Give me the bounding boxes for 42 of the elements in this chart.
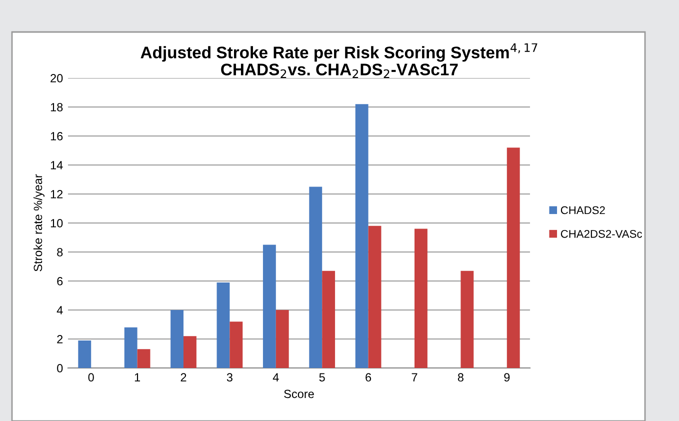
x-tick-label: 2 bbox=[180, 373, 186, 382]
legend-label: CHADS2 bbox=[560, 206, 605, 214]
bar bbox=[78, 340, 92, 368]
bar bbox=[170, 310, 184, 368]
y-tick-label: 14 bbox=[50, 161, 63, 170]
x-tick-label: 8 bbox=[458, 373, 464, 382]
y-tick-label: 16 bbox=[50, 132, 63, 140]
chart-title: Adjusted Stroke Rate per Risk Scoring System$^{4,17}$ CHADS$_{2}$vs. CHA$_{2}$DS$_{2}$-VASc17 bbox=[140, 43, 538, 78]
bar bbox=[355, 104, 368, 368]
bar bbox=[368, 226, 382, 368]
bar bbox=[137, 349, 150, 368]
y-tick-label: 12 bbox=[50, 190, 63, 198]
bar bbox=[184, 336, 196, 368]
x-tick-label: 5 bbox=[319, 373, 325, 382]
bar bbox=[309, 186, 322, 368]
y-tick-label: 2 bbox=[57, 335, 63, 344]
bar bbox=[216, 282, 230, 368]
x-tick-label: 3 bbox=[226, 373, 232, 382]
x-tick-label: 7 bbox=[412, 373, 418, 382]
x-tick-label: 4 bbox=[272, 373, 279, 382]
y-axis-title: Stroke rate %/year bbox=[33, 174, 44, 272]
bar bbox=[460, 270, 474, 368]
bar bbox=[230, 322, 243, 368]
x-tick-label: 6 bbox=[366, 373, 372, 382]
x-tick-label: 1 bbox=[134, 373, 140, 382]
bar bbox=[124, 327, 138, 368]
x-axis-title: Score bbox=[284, 390, 314, 398]
y-tick-label: 10 bbox=[50, 219, 63, 228]
x-tick-label: 0 bbox=[88, 373, 94, 382]
y-tick-label: 8 bbox=[57, 248, 63, 256]
y-tick-label: 0 bbox=[57, 364, 63, 372]
y-tick-label: 4 bbox=[56, 306, 63, 314]
bar bbox=[276, 310, 289, 368]
y-tick-label: 20 bbox=[50, 74, 63, 82]
y-tick-label: 6 bbox=[57, 277, 63, 286]
bar bbox=[262, 244, 276, 368]
bar bbox=[506, 148, 520, 368]
y-tick-label: 18 bbox=[50, 103, 63, 112]
bar bbox=[322, 270, 336, 368]
x-tick-label: 9 bbox=[504, 373, 510, 382]
bar bbox=[414, 228, 428, 368]
legend-label: CHA2DS2-VASc bbox=[560, 230, 642, 238]
